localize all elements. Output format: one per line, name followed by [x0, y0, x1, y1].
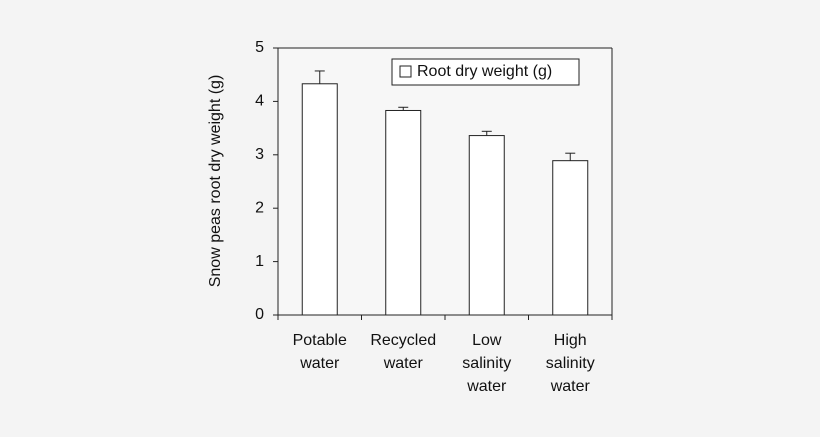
y-tick-label: 0: [255, 306, 264, 323]
x-tick-label: water: [550, 378, 591, 395]
legend-box: [391, 58, 580, 86]
legend-swatch: [399, 65, 412, 78]
x-tick-label: High: [554, 332, 587, 349]
x-tick-label: Low: [472, 332, 502, 349]
legend-label: Root dry weight (g): [417, 63, 552, 80]
bar: [552, 160, 589, 316]
x-tick-label: Potable: [293, 332, 347, 349]
bar: [301, 83, 338, 316]
x-tick-label: Recycled: [370, 332, 436, 349]
y-tick-label: 3: [255, 146, 264, 163]
x-tick-label: water: [383, 355, 424, 372]
x-tick-label: salinity: [546, 355, 595, 372]
y-tick-label: 5: [255, 39, 264, 56]
bar: [468, 135, 505, 316]
y-axis-label: Snow peas root dry weight (g): [207, 75, 224, 288]
bar: [385, 109, 422, 316]
x-tick-label: water: [299, 355, 340, 372]
y-tick-label: 1: [255, 253, 264, 270]
x-tick-label: water: [466, 378, 507, 395]
x-tick-label: salinity: [462, 355, 511, 372]
y-tick-label: 2: [255, 199, 264, 216]
y-tick-label: 4: [255, 93, 264, 110]
